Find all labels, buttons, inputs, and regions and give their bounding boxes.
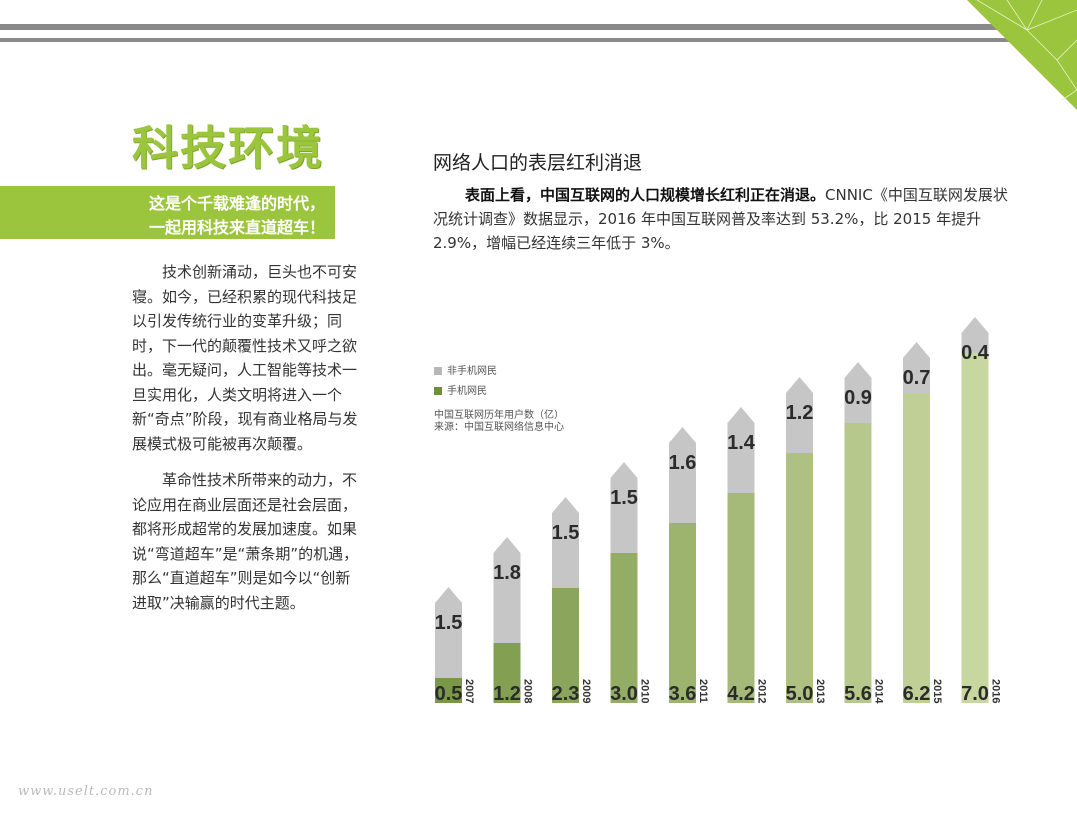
year-label-2008: 2008 xyxy=(522,679,534,703)
label-nonmobile-2009: 1.5 xyxy=(552,522,580,544)
label-mobile-2016: 7.0 xyxy=(961,683,989,705)
bar-nonmobile-2012 xyxy=(727,407,755,493)
bar-mobile-2009 xyxy=(552,588,579,703)
left-paragraph-2: 革命性技术所带来的动力，不论应用在商业层面还是社会层面，都将形成超常的发展加速度… xyxy=(132,471,359,612)
bar-nonmobile-2013 xyxy=(786,377,813,453)
legend-swatch-nonmobile xyxy=(434,367,442,375)
chart-caption: 中国互联网历年用户数（亿） 来源：中国互联网络信息中心 xyxy=(434,410,564,434)
intro-rest: CNNIC《中国互联网发展状况统计调查》数据显示，2016 年中国互联网普及率达… xyxy=(433,186,1008,252)
legend-item-mobile: 手机网民 xyxy=(434,385,497,405)
bar-mobile-2008 xyxy=(493,643,521,703)
year-label-2010: 2010 xyxy=(639,679,651,703)
bar-mobile-2012 xyxy=(727,493,755,703)
label-nonmobile-2015: 0.7 xyxy=(903,367,931,389)
legend-item-nonmobile: 非手机网民 xyxy=(434,365,497,385)
legend-swatch-mobile xyxy=(434,387,442,395)
label-mobile-2011: 3.6 xyxy=(669,683,697,705)
bar-mobile-2010 xyxy=(610,553,638,703)
year-label-2009: 2009 xyxy=(580,679,592,703)
article-intro: 表面上看，中国互联网的人口规模增长红利正在消退。CNNIC《中国互联网发展状况统… xyxy=(433,183,1018,255)
bar-mobile-2014 xyxy=(844,423,872,703)
corner-decoration xyxy=(967,0,1077,110)
legend-label-mobile: 手机网民 xyxy=(447,386,487,397)
year-label-2016: 2016 xyxy=(990,679,1002,703)
label-nonmobile-2012: 1.4 xyxy=(727,432,756,454)
label-mobile-2009: 2.3 xyxy=(552,683,580,705)
label-mobile-2013: 5.0 xyxy=(786,683,814,705)
year-label-2011: 2011 xyxy=(697,679,709,703)
bar-nonmobile-2007 xyxy=(435,587,462,678)
footer-watermark: www.uselt.com.cn xyxy=(18,784,154,799)
bar-mobile-2007 xyxy=(435,678,462,703)
tagline-line1: 这是个千载难逢的时代， xyxy=(148,194,325,213)
chart-title: 中国互联网历年用户数（亿） xyxy=(434,410,564,421)
bar-mobile-2013 xyxy=(786,453,813,703)
label-mobile-2014: 5.6 xyxy=(844,683,872,705)
tagline-line2: 一起用科技来直道超车！ xyxy=(148,218,325,237)
year-label-2013: 2013 xyxy=(814,679,826,703)
year-label-2007: 2007 xyxy=(463,679,475,703)
year-label-2014: 2014 xyxy=(873,679,885,704)
label-nonmobile-2013: 1.2 xyxy=(786,402,814,424)
left-paragraph-1: 技术创新涌动，巨头也不可安寝。如今，已经积累的现代科技足以引发传统行业的变革升级… xyxy=(132,263,358,453)
bar-mobile-2011 xyxy=(669,523,696,703)
left-column: 技术创新涌动，巨头也不可安寝。如今，已经积累的现代科技足以引发传统行业的变革升级… xyxy=(132,260,362,627)
section-title: 科技环境 xyxy=(132,121,324,175)
label-mobile-2010: 3.0 xyxy=(610,683,638,705)
chart-legend: 非手机网民 手机网民 xyxy=(434,365,497,405)
bar-nonmobile-2008 xyxy=(493,537,521,643)
label-mobile-2012: 4.2 xyxy=(727,683,755,705)
bar-nonmobile-2016 xyxy=(961,317,989,353)
label-nonmobile-2008: 1.8 xyxy=(493,562,521,584)
label-nonmobile-2007: 1.5 xyxy=(435,612,463,634)
bar-nonmobile-2010 xyxy=(610,462,638,553)
year-label-2015: 2015 xyxy=(931,679,943,703)
bar-mobile-2016 xyxy=(961,353,989,703)
bar-nonmobile-2011 xyxy=(669,427,696,523)
label-nonmobile-2014: 0.9 xyxy=(844,387,872,409)
bar-mobile-2015 xyxy=(903,393,930,703)
legend-label-nonmobile: 非手机网民 xyxy=(447,366,497,377)
bar-nonmobile-2015 xyxy=(903,342,930,393)
label-nonmobile-2011: 1.6 xyxy=(669,452,697,474)
year-label-2012: 2012 xyxy=(756,679,768,703)
chart-source: 来源：中国互联网络信息中心 xyxy=(434,422,564,433)
label-mobile-2007: 0.5 xyxy=(435,683,463,705)
top-rule xyxy=(0,24,1077,30)
article-heading: 网络人口的表层红利消退 xyxy=(433,152,643,174)
label-nonmobile-2016: 0.4 xyxy=(961,342,990,364)
intro-bold: 表面上看，中国互联网的人口规模增长红利正在消退。 xyxy=(465,186,826,204)
tagline-banner: 这是个千载难逢的时代， 一起用科技来直道超车！ xyxy=(0,186,335,239)
bar-nonmobile-2009 xyxy=(552,497,579,588)
bar-nonmobile-2014 xyxy=(844,362,872,423)
label-mobile-2008: 1.2 xyxy=(493,683,521,705)
label-nonmobile-2010: 1.5 xyxy=(610,487,638,509)
label-mobile-2015: 6.2 xyxy=(903,683,931,705)
top-rule-secondary xyxy=(0,38,1030,42)
